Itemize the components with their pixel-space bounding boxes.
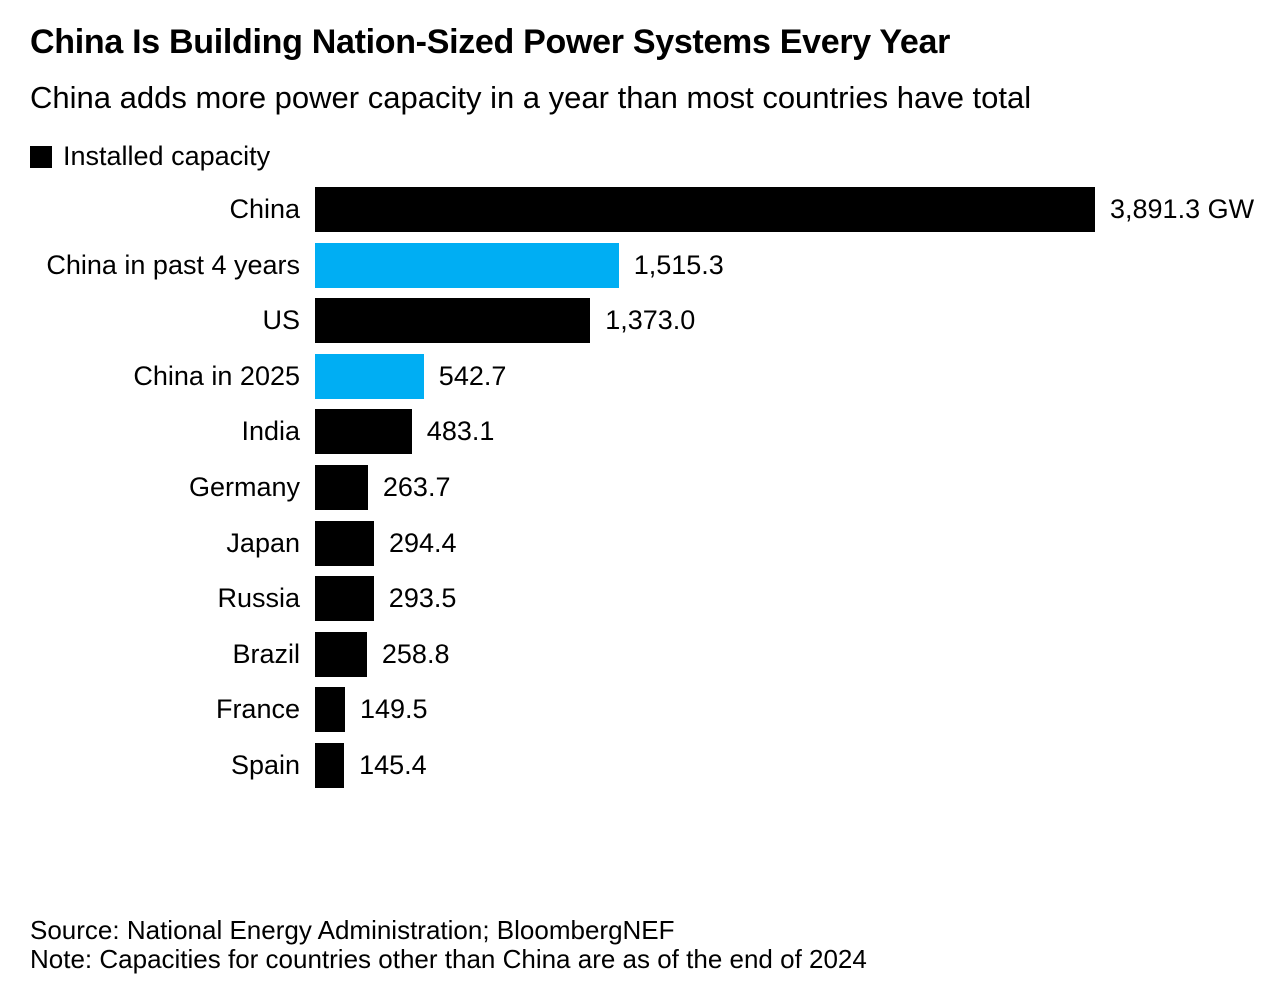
note-line: Note: Capacities for countries other tha… [30,944,867,974]
value-label: 263.7 [382,471,451,502]
bar-row: Russia 293.5 [0,576,1280,622]
chart-subtitle: China adds more power capacity in a year… [30,80,1032,115]
legend: Installed capacity [30,141,270,172]
chart-title: China Is Building Nation-Sized Power Sys… [30,23,951,61]
bar-row: Germany 263.7 [0,464,1280,510]
category-label: China [229,194,300,224]
bar [315,298,591,344]
bar [315,242,619,288]
category-label: France [215,694,300,725]
bar [315,631,367,677]
value-label: 258.8 [381,638,450,669]
category-label: US [262,305,300,336]
bar-row: France 149.5 [0,687,1280,733]
bar [315,409,412,455]
category-label: Japan [226,527,300,558]
value-label: 145.4 [359,749,427,780]
bar-row: India 483.1 [0,409,1280,455]
bar-row: Brazil 258.8 [0,631,1280,677]
footer: Source: National Energy Administration; … [30,916,867,974]
bar-row: US 1,373.0 [0,298,1280,344]
bar [315,187,1095,232]
category-label: India [241,416,300,447]
category-label: China in 2025 [133,360,300,391]
category-label: China in past 4 years [46,249,300,280]
bar [315,520,374,566]
bar [315,687,345,733]
category-label: Brazil [232,638,300,669]
value-label: 1,515.3 [633,249,724,280]
value-label: 483.1 [426,416,495,447]
bar-row: China 3,891.3 GW [0,187,1280,232]
bar [315,464,368,510]
value-label: 3,891.3 GW [1110,194,1255,224]
source-line: Source: National Energy Administration; … [30,915,675,945]
value-label: 294.4 [389,527,457,558]
legend-swatch-icon [30,145,52,168]
category-label: Germany [188,471,300,502]
bar-row: Japan 294.4 [0,520,1280,566]
value-label: 149.5 [360,694,428,725]
bar-row: China in past 4 years 1,515.3 [0,242,1280,288]
value-label: 293.5 [388,583,457,614]
value-label: 542.7 [438,360,507,391]
bar-row: China in 2025 542.7 [0,353,1280,399]
bar-row: Spain 145.4 [0,742,1280,788]
bar [315,742,345,788]
bar-chart: China 3,891.3 GW China in past 4 years 1,51… [0,187,1280,799]
category-label: Spain [230,749,300,780]
category-label: Russia [217,583,300,614]
legend-label: Installed capacity [63,141,271,171]
bar [315,353,424,399]
value-label: 1,373.0 [605,305,696,336]
bar [315,576,374,622]
